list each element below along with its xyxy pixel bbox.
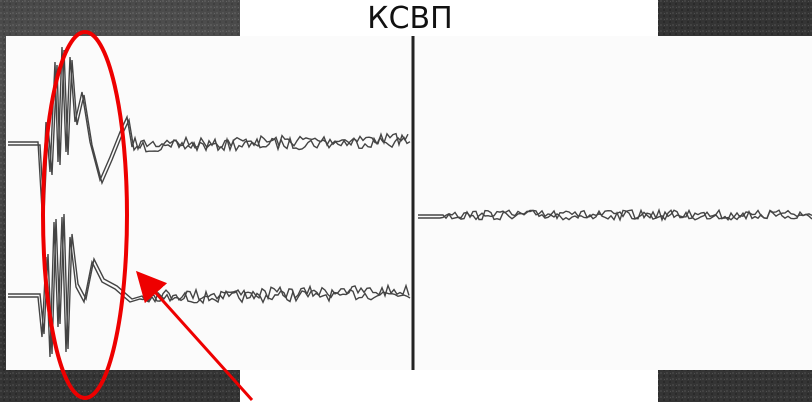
highlight-ellipse <box>41 30 129 400</box>
upper-trace-b <box>8 49 411 214</box>
right-trace-b <box>418 208 812 222</box>
trace-panel <box>6 36 812 370</box>
title: КСВП <box>367 1 452 36</box>
bottom-box <box>240 370 658 402</box>
pointer-arrow <box>135 270 254 402</box>
title-box <box>240 0 658 40</box>
